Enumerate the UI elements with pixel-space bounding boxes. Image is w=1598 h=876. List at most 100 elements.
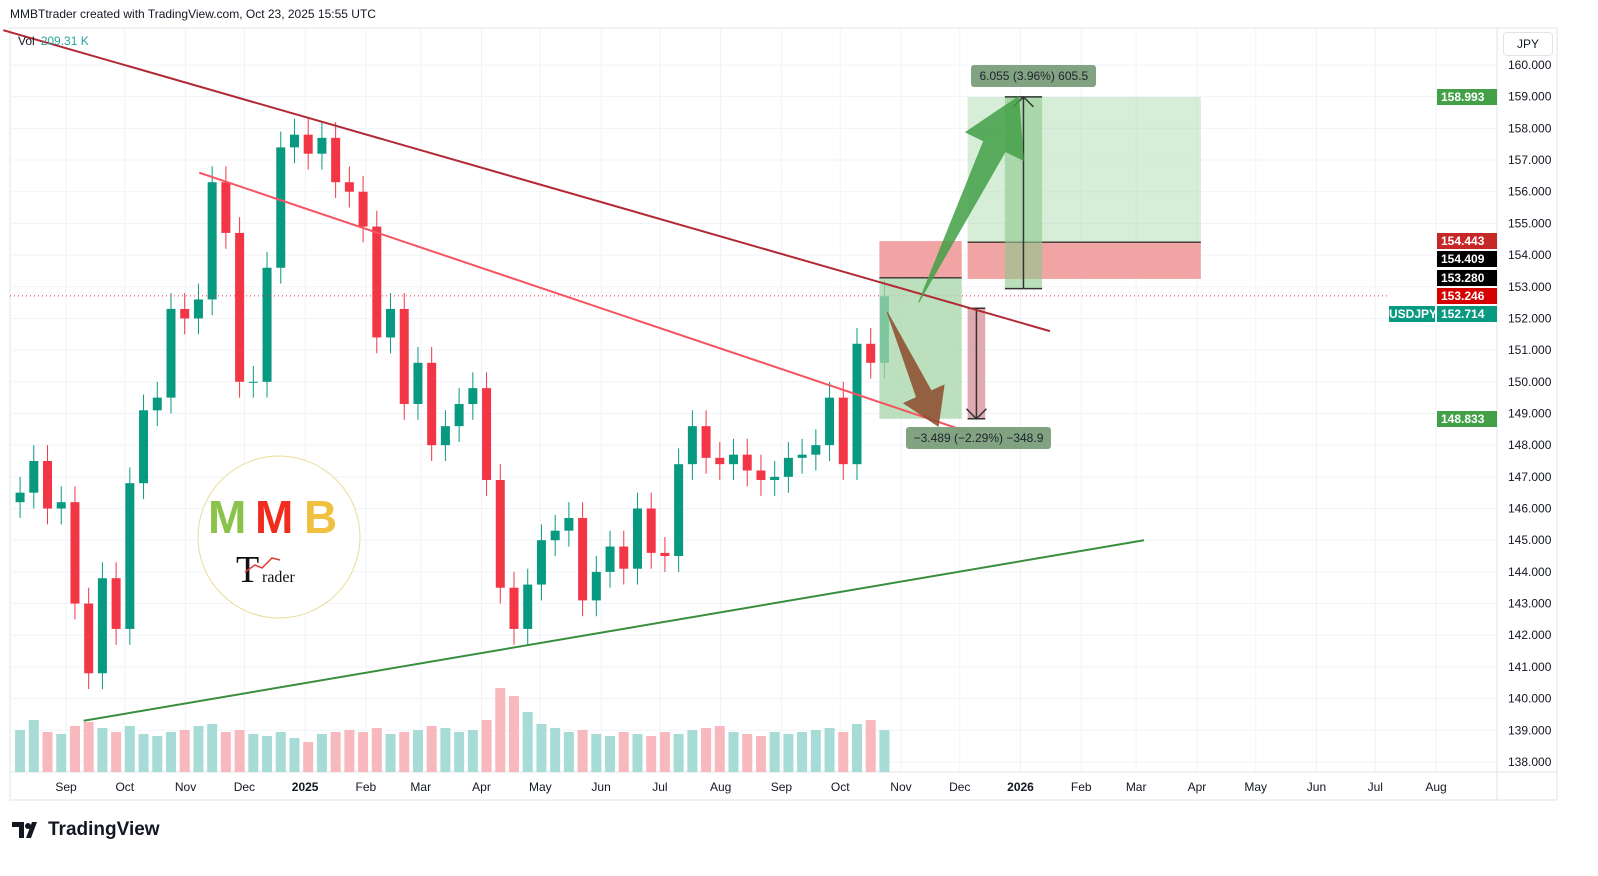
time-tick-label: Mar [410, 780, 431, 794]
candle-body [207, 182, 217, 300]
drawings[interactable] [3, 29, 1389, 722]
volume-bar [42, 732, 53, 772]
time-tick-label: 2026 [1007, 780, 1034, 794]
price-tick-label: 149.000 [1508, 406, 1552, 420]
candle-body [495, 480, 505, 588]
mmb-trader-logo: M M B T rader [197, 455, 361, 619]
volume-bar [550, 728, 561, 772]
price-tick-label: 155.000 [1508, 216, 1552, 230]
candle-body [825, 397, 835, 446]
time-tick-label: Apr [1188, 780, 1207, 794]
price-badge: 152.714 [1437, 305, 1497, 322]
candle-body [289, 134, 299, 148]
arrow-down[interactable] [886, 311, 945, 428]
volume-bar [193, 726, 204, 772]
volume-legend: Vol 209.31 K [18, 34, 89, 48]
volume-bar [412, 730, 423, 772]
candle-body [742, 454, 752, 471]
volume-label: Vol [18, 34, 35, 48]
volume-bar [28, 720, 39, 772]
candle-body [43, 461, 53, 509]
time-tick-label: Jul [652, 780, 667, 794]
tradingview-logo[interactable]: TradingView [12, 819, 160, 841]
candle-body [97, 578, 107, 674]
grid [10, 28, 1497, 772]
candle-body [468, 388, 478, 404]
volume-bar [495, 688, 506, 772]
time-tick-label: Apr [472, 780, 491, 794]
time-tick-label: May [1244, 780, 1267, 794]
candle-body [84, 603, 94, 674]
candle-body [811, 445, 821, 455]
time-tick-label: Jun [591, 780, 610, 794]
volume-bar [124, 726, 135, 772]
price-tick-label: 140.000 [1508, 692, 1552, 706]
svg-text:rader: rader [262, 569, 296, 586]
candle-body [838, 397, 848, 465]
price-badge: 158.993 [1437, 88, 1497, 105]
volume-bar [262, 736, 273, 772]
price-tick-label: 151.000 [1508, 343, 1552, 357]
candle-body [454, 403, 464, 427]
candle-body [221, 182, 231, 233]
volume-bar [852, 724, 862, 772]
price-tick-label: 146.000 [1508, 502, 1552, 516]
volume-bar [248, 734, 259, 772]
candle-body [715, 457, 725, 465]
candle-body [646, 508, 656, 553]
currency-button[interactable]: JPY [1503, 32, 1553, 56]
candle-body [125, 483, 135, 629]
candle-body [578, 518, 588, 601]
time-tick-label: Jun [1307, 780, 1326, 794]
price-axis[interactable]: 160.000 159.000 158.000 157.000 156.000 155.0… [1508, 58, 1552, 769]
price-tick-label: 143.000 [1508, 597, 1552, 611]
volume-bar [220, 732, 231, 772]
measure-label-up[interactable]: 6.055 (3.96%) 605.5 [971, 64, 1097, 87]
volume-bar [769, 732, 780, 772]
candle-body [564, 518, 574, 531]
long-position-loss-zone[interactable] [967, 242, 1201, 279]
volume-bar [179, 730, 190, 772]
candle-body [660, 552, 670, 557]
trendline-upper[interactable] [3, 29, 1051, 333]
candle-body [701, 426, 711, 458]
arrow-up[interactable] [918, 95, 1024, 303]
volume-bars [15, 688, 890, 772]
time-tick-label: May [529, 780, 552, 794]
volume-bar [69, 726, 80, 772]
time-tick-label: Dec [949, 780, 970, 794]
volume-bar [166, 732, 176, 772]
candle-body [180, 308, 190, 319]
volume-bar [358, 732, 369, 772]
measure-label-down[interactable]: −3.489 (−2.29%) −348.9 [905, 426, 1052, 449]
chart-frame [9, 27, 1558, 801]
time-tick-label: Aug [710, 780, 731, 794]
volume-bar [591, 734, 602, 772]
time-axis[interactable]: Sep Oct Nov Dec 2025 Feb Mar Apr May Jun Jul Aug Sep… [55, 780, 1446, 794]
candle-body [139, 410, 149, 484]
volume-bar [289, 738, 300, 772]
volume-bar [687, 730, 698, 772]
trendline-support[interactable] [83, 539, 1145, 722]
volume-bar [536, 724, 547, 772]
trendline-mid[interactable] [198, 171, 970, 434]
volume-bar [467, 730, 478, 772]
candle-body [440, 426, 450, 446]
time-tick-label: Oct [115, 780, 134, 794]
candle-body [770, 476, 780, 481]
candle-body [509, 587, 519, 629]
candle-body [756, 470, 766, 481]
time-tick-label: Feb [1071, 780, 1092, 794]
candle-body [632, 508, 642, 569]
candle-body [15, 492, 25, 503]
candle-body [674, 464, 684, 557]
volume-bar [83, 722, 94, 772]
candle-body [550, 530, 560, 541]
candle-body [70, 502, 80, 604]
price-badge: 153.280 [1437, 269, 1497, 286]
price-badge: 153.246 [1437, 287, 1497, 304]
volume-bar [838, 732, 849, 772]
volume-bar [481, 720, 492, 772]
volume-bar [783, 734, 794, 772]
